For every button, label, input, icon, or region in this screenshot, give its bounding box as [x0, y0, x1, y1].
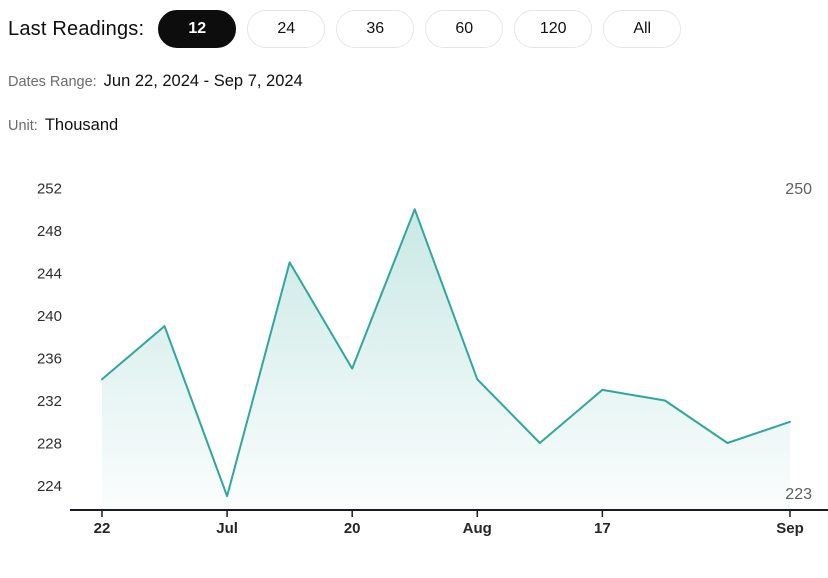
readings-filter-group: 12 24 36 60 120 All [158, 10, 682, 48]
x-axis-label-22: 22 [94, 520, 111, 537]
y-axis-label-244: 244 [37, 266, 62, 283]
x-axis-label-jul: Jul [216, 520, 238, 537]
x-axis-label-sep: Sep [776, 520, 804, 537]
reading-option-60[interactable]: 60 [425, 10, 504, 48]
last-readings-label: Last Readings: [8, 17, 145, 40]
dates-range-value: Jun 22, 2024 - Sep 7, 2024 [103, 72, 303, 90]
y-axis-label-248: 248 [37, 223, 62, 240]
y-axis-label-232: 232 [37, 393, 62, 410]
y-axis-label-236: 236 [37, 351, 62, 368]
unit-value: Thousand [44, 116, 119, 134]
y-axis-label-240: 240 [37, 308, 62, 325]
last-readings-controls: Last Readings: 12 24 36 60 120 All [8, 10, 682, 48]
readings-area-chart: 224 228 232 236 240 244 248 252 250 223 22 Jul 20 Aug… [37, 181, 828, 537]
reading-option-12[interactable]: 12 [158, 10, 237, 48]
reading-option-24[interactable]: 24 [247, 10, 326, 48]
readings-area-fill [102, 209, 790, 510]
reading-option-36[interactable]: 36 [336, 10, 415, 48]
reading-option-120[interactable]: 120 [514, 10, 593, 48]
x-axis-label-aug: Aug [463, 520, 492, 537]
dates-range-row: Dates Range: Jun 22, 2024 - Sep 7, 2024 [8, 72, 303, 91]
x-axis-label-20: 20 [344, 520, 361, 537]
unit-row: Unit: Thousand [8, 116, 118, 135]
unit-label: Unit: [8, 118, 38, 134]
readings-line [101, 208, 791, 498]
x-axis-label-17: 17 [594, 520, 611, 537]
reading-option-all[interactable]: All [603, 10, 682, 48]
y-axis-label-252: 252 [37, 181, 62, 198]
right-min-label: 223 [785, 486, 812, 503]
y-axis-label-228: 228 [37, 436, 62, 453]
y-axis-label-224: 224 [37, 478, 62, 495]
dates-range-label: Dates Range: [8, 74, 97, 90]
right-max-label: 250 [785, 181, 812, 198]
